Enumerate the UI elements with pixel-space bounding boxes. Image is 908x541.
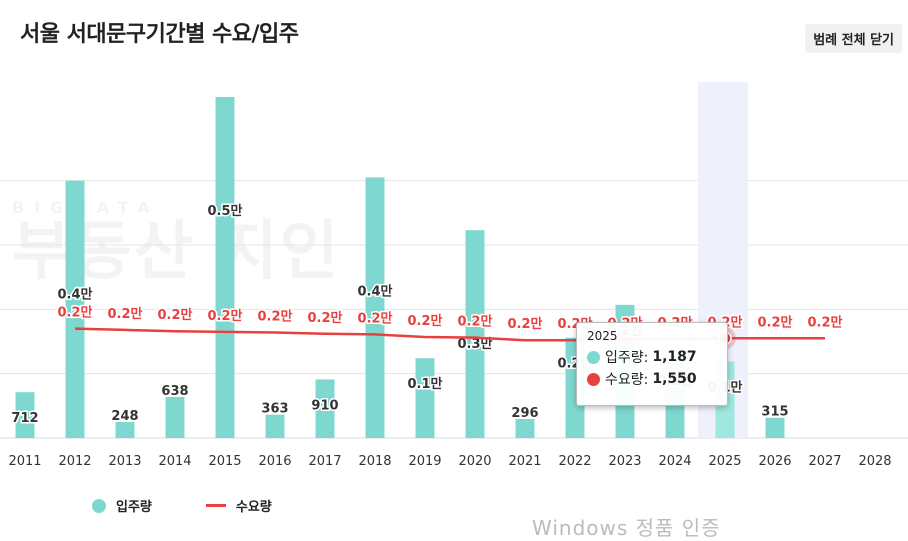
x-tick-label: 2013 xyxy=(108,454,141,469)
supply-bar xyxy=(365,177,385,438)
chart-title: 서울 서대문구기간별 수요/입주 xyxy=(20,22,299,47)
demand-line-label: 0.2만 xyxy=(58,305,93,321)
x-tick-label: 2017 xyxy=(308,454,341,469)
x-tick-label: 2014 xyxy=(158,454,191,469)
supply-bar-label: 638 xyxy=(161,384,188,399)
tooltip-demand-value: 1,550 xyxy=(652,371,697,387)
x-tick-label: 2022 xyxy=(558,454,591,469)
x-tick-label: 2019 xyxy=(408,454,441,469)
demand-line-label: 0.2만 xyxy=(358,310,393,326)
legend-demand-label: 수요량 xyxy=(235,500,272,515)
x-tick-label: 2021 xyxy=(508,454,541,469)
supply-demand-chart: 712 0.4만 248 638 0.5만 363 910 0.4만 0.1만 0.3만 296 0.… xyxy=(0,82,908,469)
supply-bar-label: 363 xyxy=(261,402,288,417)
demand-line-label: 0.2만 xyxy=(308,310,343,326)
demand-line-label: 0.2만 xyxy=(758,314,793,330)
demand-line-label: 0.2만 xyxy=(108,306,143,322)
tooltip-demand-label: 수요량: xyxy=(605,372,649,388)
supply-dot-icon xyxy=(587,350,600,364)
supply-bar xyxy=(465,230,485,438)
demand-line-label: 0.2만 xyxy=(808,314,843,330)
x-tick-label: 2020 xyxy=(458,454,491,469)
tooltip-supply-value: 1,187 xyxy=(652,349,697,365)
chart-tooltip: 2025 입주량: 1,187 수요량: 1,550 xyxy=(576,322,728,406)
demand-line-label: 0.2만 xyxy=(408,313,443,329)
demand-line-label: 0.2만 xyxy=(508,316,543,332)
x-tick-label: 2023 xyxy=(608,454,641,469)
supply-bar-label: 0.4만 xyxy=(58,287,93,303)
supply-bar xyxy=(515,418,535,438)
supply-legend-dot-icon xyxy=(92,498,106,513)
supply-bar-label: 296 xyxy=(511,406,538,421)
tooltip-demand-row: 수요량: 1,550 xyxy=(587,369,717,389)
demand-line-label: 0.2만 xyxy=(258,308,293,324)
x-tick-label: 2012 xyxy=(58,454,91,469)
supply-bar-label: 712 xyxy=(11,411,38,426)
demand-legend-line-icon xyxy=(205,504,226,507)
supply-bar xyxy=(265,414,285,438)
demand-dot-icon xyxy=(587,372,600,386)
x-tick-label: 2011 xyxy=(8,454,41,469)
supply-bar xyxy=(115,422,135,438)
demand-line-label: 0.2만 xyxy=(458,314,493,330)
supply-bar xyxy=(215,97,235,438)
supply-bar-label: 910 xyxy=(311,398,338,413)
supply-bar xyxy=(65,180,85,438)
x-tick-label: 2028 xyxy=(858,454,891,469)
x-tick-label: 2018 xyxy=(358,454,391,469)
legend-close-all-button[interactable]: 범례 전체 닫기 xyxy=(805,24,902,53)
supply-bar-label: 0.1만 xyxy=(408,376,443,392)
tooltip-year: 2025 xyxy=(587,329,618,343)
supply-bar-label: 0.4만 xyxy=(358,283,393,299)
legend-item-supply[interactable]: 입주량 xyxy=(92,496,152,515)
supply-bar xyxy=(765,417,785,438)
supply-bar-label: 315 xyxy=(761,405,788,420)
legend-supply-label: 입주량 xyxy=(116,500,152,515)
tooltip-supply-row: 입주량: 1,187 xyxy=(587,347,717,367)
x-tick-label: 2025 xyxy=(708,454,741,469)
supply-bar xyxy=(15,392,35,438)
legend-item-demand[interactable]: 수요량 xyxy=(205,496,272,515)
tooltip-supply-label: 입주량: xyxy=(605,350,649,366)
demand-line-label: 0.2만 xyxy=(208,308,243,324)
supply-bar xyxy=(315,379,335,438)
x-tick-label: 2015 xyxy=(208,454,241,469)
x-tick-label: 2027 xyxy=(808,454,841,469)
x-tick-label: 2024 xyxy=(658,454,691,469)
windows-activation-text: Windows 정품 인증 xyxy=(532,516,721,540)
supply-bar xyxy=(165,396,185,438)
supply-bar-label: 0.3만 xyxy=(458,336,493,352)
supply-bar-label: 0.5만 xyxy=(208,203,243,219)
chart-legend: 입주량 수요량 xyxy=(92,496,326,515)
grid-lines xyxy=(0,180,908,439)
x-tick-label: 2026 xyxy=(758,454,791,469)
supply-bar xyxy=(415,358,435,438)
x-axis: 2011 2012 2013 2014 2015 2016 2017 2018 2019 2020… xyxy=(8,454,891,469)
demand-line-label: 0.2만 xyxy=(158,307,193,323)
x-tick-label: 2016 xyxy=(258,454,291,469)
supply-bar-label: 248 xyxy=(111,409,138,424)
